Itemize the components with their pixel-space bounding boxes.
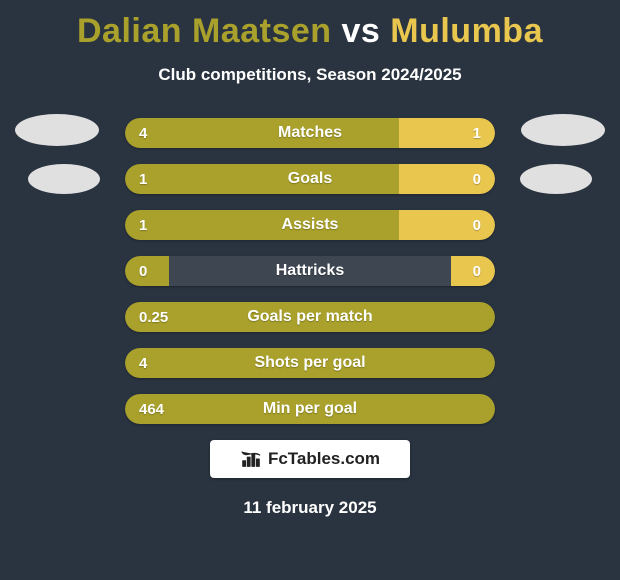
stat-value-left: 1 xyxy=(139,210,147,240)
vs-label: vs xyxy=(341,12,380,50)
stat-label: Matches xyxy=(125,118,495,148)
stat-row: Hattricks0 0 xyxy=(125,256,495,286)
stat-label: Min per goal xyxy=(125,394,495,424)
comparison-title: Dalian Maatsen vs Mulumba xyxy=(0,0,620,51)
stat-value-right: 1 xyxy=(473,118,481,148)
stat-row: Assists1 0 xyxy=(125,210,495,240)
stat-row: Shots per goal4 xyxy=(125,348,495,378)
stat-value-right: 0 xyxy=(473,256,481,286)
date-label: 11 february 2025 xyxy=(0,498,620,518)
subtitle: Club competitions, Season 2024/2025 xyxy=(0,65,620,85)
player1-name: Dalian Maatsen xyxy=(77,12,332,50)
stat-label: Hattricks xyxy=(125,256,495,286)
brand-text: FcTables.com xyxy=(268,449,380,469)
stat-row: Min per goal464 xyxy=(125,394,495,424)
player2-name: Mulumba xyxy=(390,12,543,50)
stat-value-left: 4 xyxy=(139,118,147,148)
stat-row: Goals1 0 xyxy=(125,164,495,194)
stat-value-left: 0.25 xyxy=(139,302,168,332)
stat-label: Goals xyxy=(125,164,495,194)
stat-value-left: 464 xyxy=(139,394,164,424)
stat-value-right: 0 xyxy=(473,164,481,194)
stat-value-right: 0 xyxy=(473,210,481,240)
stat-label: Assists xyxy=(125,210,495,240)
player2-silhouette xyxy=(508,95,618,230)
player1-silhouette xyxy=(2,95,112,230)
stat-row: Goals per match0.25 xyxy=(125,302,495,332)
stat-value-left: 0 xyxy=(139,256,147,286)
stat-value-left: 1 xyxy=(139,164,147,194)
stat-label: Shots per goal xyxy=(125,348,495,378)
brand-badge: FcTables.com xyxy=(210,440,410,478)
stat-row: Matches4 1 xyxy=(125,118,495,148)
stat-value-left: 4 xyxy=(139,348,147,378)
stat-label: Goals per match xyxy=(125,302,495,332)
chart-icon xyxy=(240,448,262,470)
stats-container: Matches41Goals10Assists10Hattricks00Goal… xyxy=(125,118,495,424)
